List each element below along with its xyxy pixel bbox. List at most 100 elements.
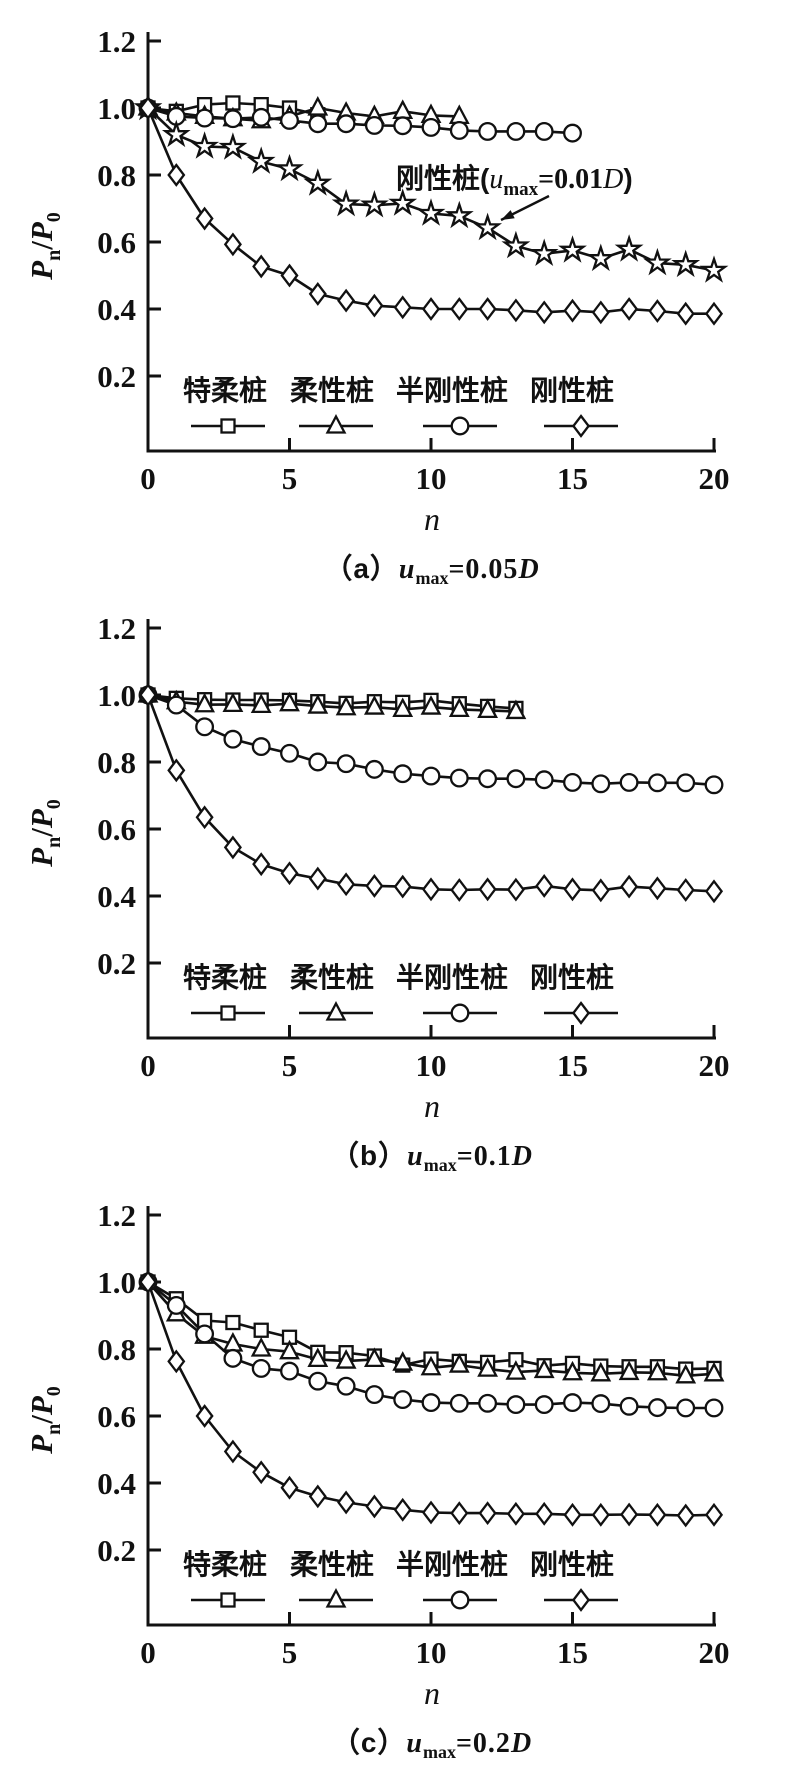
marker-circle — [393, 116, 413, 136]
marker-circle — [393, 1390, 413, 1410]
marker-triangle — [646, 1360, 668, 1381]
marker-star — [643, 247, 672, 276]
marker-diamond — [478, 1501, 497, 1526]
chart-c: 1.2 1.0 0.8 0.6 0.4 0.2 0 5 10 15 20 Pn/P0 n 特柔桩 柔性桩 半刚… — [0, 1180, 792, 1763]
marker-circle — [450, 1003, 470, 1023]
y-axis-label: Pn/P0 — [24, 212, 65, 281]
caption-var: u — [406, 1728, 423, 1759]
marker-circle — [223, 729, 243, 749]
marker-star — [331, 188, 361, 217]
y-tick-label: 0.4 — [97, 1466, 136, 1501]
marker-square — [220, 418, 236, 434]
marker-diamond — [591, 1502, 610, 1527]
y-tick-label: 1.2 — [97, 611, 136, 646]
legend-label-square: 特柔桩 — [183, 961, 267, 993]
marker-triangle — [448, 104, 470, 125]
marker-circle — [704, 1398, 724, 1418]
marker-triangle — [307, 1347, 329, 1368]
marker-circle — [506, 1395, 526, 1415]
legend-label-square: 特柔桩 — [183, 374, 267, 406]
caption-index: （b） — [331, 1140, 408, 1171]
y-tick-label: 0.8 — [97, 158, 136, 193]
marker-circle — [364, 759, 384, 779]
marker-circle — [450, 416, 470, 436]
marker-star — [501, 230, 531, 259]
marker-diamond — [563, 298, 582, 323]
marker-diamond — [506, 298, 525, 323]
marker-star — [218, 132, 248, 160]
marker-diamond — [167, 163, 186, 187]
y-tick-label: 1.0 — [97, 678, 136, 713]
marker-circle — [280, 110, 299, 130]
marker-diamond — [421, 877, 441, 902]
marker-triangle — [392, 99, 414, 119]
marker-diamond — [450, 1501, 469, 1526]
marker-diamond — [138, 1270, 158, 1294]
marker-diamond — [450, 297, 469, 321]
marker-diamond — [337, 1490, 356, 1515]
marker-diamond — [252, 852, 271, 877]
x-tick-label: 10 — [416, 461, 447, 496]
marker-star — [614, 234, 644, 262]
marker-circle — [223, 1348, 243, 1368]
marker-diamond — [535, 300, 554, 325]
marker-triangle — [392, 697, 414, 718]
marker-triangle — [325, 1001, 347, 1021]
chart-b-canvas: 1.2 1.0 0.8 0.6 0.4 0.2 0 5 10 15 20 Pn/P0 n 特柔桩 柔性桩 半刚… — [24, 611, 730, 1124]
x-axis-label: n — [424, 1675, 440, 1711]
x-tick-label: 15 — [557, 461, 588, 496]
marker-diamond — [280, 263, 299, 288]
marker-triangle — [325, 414, 347, 434]
caption-sub: max — [422, 1742, 456, 1762]
marker-triangle — [477, 1357, 499, 1377]
x-tick-label: 0 — [140, 1635, 156, 1670]
marker-star — [558, 235, 587, 263]
marker-diamond — [676, 878, 695, 902]
marker-triangle — [250, 1337, 272, 1357]
marker-diamond — [167, 758, 186, 783]
marker-diamond — [535, 1501, 554, 1526]
y-tick-label: 0.2 — [97, 359, 136, 394]
marker-star — [388, 188, 418, 216]
marker-circle — [563, 1393, 582, 1413]
marker-star — [246, 146, 276, 174]
marker-circle — [563, 123, 582, 143]
marker-diamond — [337, 872, 356, 897]
x-tick-label: 20 — [699, 461, 730, 496]
x-tick-label: 0 — [140, 1048, 156, 1083]
marker-triangle — [448, 1353, 470, 1373]
marker-diamond — [620, 1502, 639, 1527]
y-tick-label: 0.8 — [97, 745, 136, 780]
marker-diamond — [308, 282, 327, 306]
x-axis-label: n — [424, 1088, 440, 1124]
y-tick-label: 0.6 — [97, 1399, 136, 1434]
legend-label-triangle: 柔性桩 — [290, 1548, 374, 1580]
marker-circle — [478, 121, 498, 141]
marker-triangle — [279, 1339, 300, 1360]
marker-triangle — [250, 693, 272, 714]
caption-var: u — [398, 554, 416, 585]
marker-circle — [195, 717, 215, 737]
y-tick-label: 0.2 — [97, 946, 136, 981]
marker-diamond — [571, 1001, 591, 1025]
marker-square — [225, 1314, 241, 1331]
marker-triangle — [448, 697, 470, 718]
marker-star — [444, 200, 474, 229]
marker-diamond — [308, 1484, 327, 1509]
marker-diamond — [704, 301, 724, 326]
caption-suffix: D — [511, 1141, 533, 1172]
marker-triangle — [562, 1360, 583, 1381]
marker-diamond — [252, 1460, 271, 1485]
annotation-text: 刚性桩(umax=0.01D) — [396, 162, 633, 200]
marker-circle — [421, 766, 441, 786]
marker-diamond — [280, 861, 299, 886]
marker-star — [275, 153, 304, 182]
marker-star — [416, 198, 446, 226]
marker-circle — [166, 695, 186, 715]
marker-circle — [364, 115, 384, 135]
marker-triangle — [307, 694, 329, 714]
marker-circle — [534, 1395, 554, 1415]
marker-circle — [478, 769, 498, 789]
x-tick-label: 20 — [699, 1048, 730, 1083]
